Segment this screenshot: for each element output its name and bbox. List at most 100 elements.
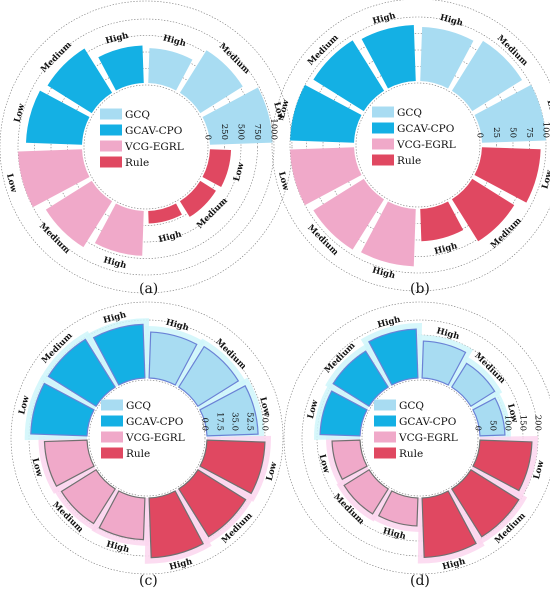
category-label: Low (265, 460, 280, 482)
legend-swatch (101, 415, 123, 427)
category-label: Low (257, 396, 272, 418)
grid-ring (34, 35, 258, 259)
bar-rule-medium (451, 178, 515, 242)
legend-swatch (372, 154, 394, 166)
category-label: Low (306, 398, 321, 420)
legend-swatch (100, 108, 122, 120)
legend-swatch (372, 122, 394, 134)
legend-label: GCQ (399, 400, 424, 412)
bar-gcq-medium (450, 362, 496, 408)
bar-gcq-low (202, 87, 273, 145)
bar-rule-high (148, 490, 205, 559)
radial-tick-label: 0.0 (200, 417, 210, 431)
bar-gcav-cpo-medium (47, 48, 113, 114)
radial-tick-label: 250 (219, 124, 229, 140)
legend-label: GCAV-CPO (125, 125, 183, 137)
bar-gcq-medium (451, 40, 523, 112)
bar-vcg-egrl-high (361, 201, 416, 267)
radial-tick-label: 0 (475, 133, 485, 138)
bar-gcav-cpo-high (98, 45, 144, 91)
legend-label: GCQ (126, 400, 151, 412)
bar-vcg-egrl-medium (45, 180, 113, 248)
legend-label: Rule (126, 448, 150, 460)
category-label: High (372, 11, 397, 27)
category-label: High (371, 266, 396, 282)
radial-tick-label: 200 (533, 415, 543, 431)
legend-label: VCG-EGRL (124, 141, 184, 153)
bar-gcav-cpo-medium (332, 350, 390, 408)
legend-swatch (101, 399, 123, 411)
bar-rule-high (148, 203, 182, 224)
bar-rule-low (202, 149, 232, 187)
grid-ring (88, 379, 206, 497)
bar-gcav-cpo-high (361, 24, 416, 89)
grid-ring (271, 0, 550, 292)
chart-panel-4: HighMediumLowLowMediumHighHighMediumLowL… (283, 301, 550, 589)
bar-gcav-cpo-low (25, 90, 90, 145)
bar-gcq-low (472, 397, 506, 437)
category-label: High (439, 13, 464, 29)
radial-tick-label: 17.5 (215, 412, 225, 431)
panel-caption: (a) (139, 281, 158, 297)
panel-caption: (d) (410, 573, 430, 589)
grid-ring (306, 33, 530, 257)
grid-ring (17, 18, 275, 276)
bar-gcq-low (474, 84, 546, 143)
grid-ring (0, 0, 293, 294)
category-label: Low (532, 459, 547, 481)
radial-tick-label: 70.0 (260, 412, 270, 431)
legend-label: GCAV-CPO (397, 123, 455, 135)
category-label: Low (505, 403, 520, 425)
bar-gcq-high (148, 48, 193, 91)
legend-label: GCQ (397, 107, 422, 119)
radial-tick-label: 35.0 (230, 412, 240, 431)
radial-tick-label: 100 (503, 415, 513, 431)
bar-vcg-egrl-medium (60, 468, 117, 525)
category-label: Low (4, 173, 19, 195)
category-label: Low (17, 394, 32, 416)
legend-swatch (374, 415, 396, 427)
bar-rule-high (421, 490, 477, 559)
radial-tick-label: 1000 (269, 118, 279, 140)
category-label: Low (277, 98, 292, 120)
grid-ring (361, 379, 479, 497)
legend-swatch (372, 106, 394, 118)
grid-ring (283, 301, 550, 575)
bar-rule-low (199, 439, 266, 495)
grid-ring (339, 66, 497, 224)
chart-panel-2: HighMediumLowLowMediumHighHighMediumLowL… (271, 0, 550, 297)
category-label: High (162, 33, 187, 49)
category-label: Low (317, 453, 332, 475)
bar-gcq-medium (177, 345, 240, 408)
bar-rule-low (474, 147, 541, 203)
bar-vcg-egrl-low (18, 149, 90, 208)
legend-label: GCQ (125, 109, 150, 121)
panel-caption: (b) (410, 281, 430, 297)
bar-vcg-egrl-low (43, 439, 95, 487)
bar-gcav-cpo-medium (47, 338, 117, 408)
bar-gcq-medium (179, 50, 243, 114)
bar-gcq-low (199, 385, 259, 437)
bar-gcav-cpo-high (92, 323, 146, 386)
chart-panel-3: HighMediumLowLowMediumHighHighMediumLowL… (10, 301, 284, 589)
bar-vcg-egrl-low (290, 147, 362, 206)
bar-vcg-egrl-low (331, 439, 368, 481)
category-label: Low (276, 171, 291, 193)
legend-label: Rule (399, 448, 423, 460)
bar-gcav-cpo-low (319, 390, 368, 437)
radial-tick-label: 50 (508, 127, 518, 138)
bar-gcav-cpo-low (30, 382, 95, 437)
grid-ring (50, 51, 242, 243)
grid-ring (289, 16, 547, 274)
category-label: Low (30, 457, 45, 479)
legend-label: VCG-EGRL (125, 432, 185, 444)
category-label: Low (544, 99, 550, 121)
legend-label: GCAV-CPO (126, 416, 184, 428)
legend-label: VCG-EGRL (398, 432, 458, 444)
category-label: High (158, 229, 183, 245)
radial-tick-label: 50 (488, 420, 498, 431)
radial-tick-label: 100 (541, 122, 550, 138)
grid-ring (10, 301, 284, 575)
